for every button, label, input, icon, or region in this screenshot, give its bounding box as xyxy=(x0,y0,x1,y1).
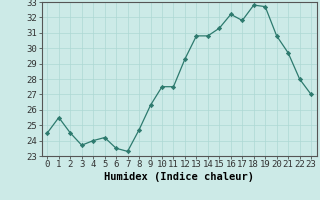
X-axis label: Humidex (Indice chaleur): Humidex (Indice chaleur) xyxy=(104,172,254,182)
